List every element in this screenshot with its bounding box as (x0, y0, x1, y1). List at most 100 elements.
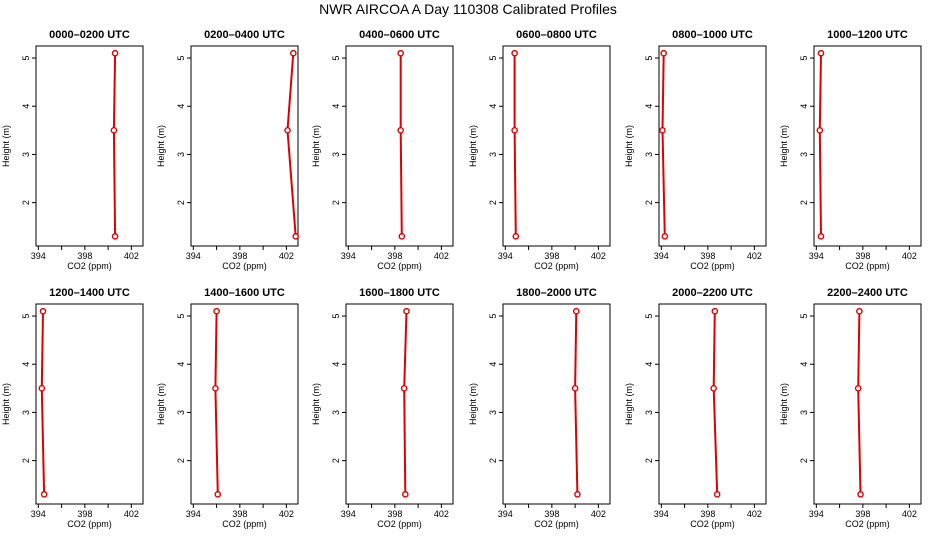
plot-frame (813, 45, 922, 247)
profile-line (818, 53, 822, 237)
x-tick-label: 398 (544, 251, 559, 261)
y-tick-label: 3 (488, 152, 498, 157)
x-tick-label: 394 (341, 251, 356, 261)
y-tick-label: 5 (331, 56, 341, 61)
panel-title: 2200–2400 UTC (827, 287, 908, 299)
profile-point (817, 49, 825, 57)
panel-title: 2000–2200 UTC (672, 287, 753, 299)
profile-point (710, 385, 717, 392)
y-tick-label: 5 (488, 56, 498, 61)
y-axis-label: Height (m) (1, 383, 11, 425)
y-tick-label: 3 (644, 152, 654, 157)
profile-panel: 1200–1400 UTC 394 398 402 CO2 (ppm) 2 3 4 5 Heigh… (1, 287, 144, 529)
profile-line (214, 311, 219, 495)
plot-frame (813, 303, 922, 505)
profile-point (571, 385, 579, 392)
profile-point (511, 127, 518, 134)
y-tick-label: 3 (331, 410, 341, 415)
y-tick-label: 3 (176, 152, 186, 157)
y-axis-label: Height (m) (311, 125, 321, 167)
x-tick-label: 402 (434, 251, 449, 261)
profile-point (214, 491, 222, 498)
profile-point (713, 491, 721, 498)
y-tick-label: 3 (21, 410, 31, 415)
profile-panel: 1400–1600 UTC 394 398 402 CO2 (ppm) 2 3 4 5 Heigh… (156, 287, 299, 529)
x-axis-label: CO2 (ppm) (67, 519, 112, 529)
x-tick-label: 402 (279, 509, 294, 519)
y-axis-label: Height (m) (779, 383, 789, 425)
profile-point (292, 233, 299, 240)
y-tick-label: 2 (488, 200, 498, 205)
y-tick-label: 4 (488, 104, 498, 109)
y-tick-label: 5 (21, 314, 31, 319)
profile-point (817, 233, 825, 240)
plot-frame (502, 303, 611, 505)
profile-point (856, 307, 863, 315)
profile-panel: 1000–1200 UTC 394 398 402 CO2 (ppm) 2 3 4 5 Heigh… (779, 29, 922, 271)
profile-panel: 0800–1000 UTC 394 398 402 CO2 (ppm) 2 3 4 5 Heigh… (624, 29, 767, 271)
profile-point (213, 307, 220, 315)
y-tick-label: 2 (176, 200, 186, 205)
x-tick-label: 402 (747, 509, 762, 519)
profile-point (511, 49, 518, 57)
x-axis-label: CO2 (ppm) (222, 261, 267, 271)
y-tick-label: 4 (799, 362, 809, 367)
x-tick-label: 398 (387, 509, 402, 519)
y-tick-label: 5 (21, 56, 31, 61)
y-axis-label: Height (m) (156, 125, 166, 167)
x-axis-label: CO2 (ppm) (377, 519, 422, 529)
x-axis-label: CO2 (ppm) (534, 519, 579, 529)
x-tick-label: 394 (654, 509, 669, 519)
y-axis-label: Height (m) (156, 383, 166, 425)
y-tick-label: 4 (21, 362, 31, 367)
y-tick-label: 2 (331, 200, 341, 205)
x-tick-label: 398 (700, 509, 715, 519)
y-tick-label: 4 (488, 362, 498, 367)
profile-point (111, 49, 119, 57)
x-tick-label: 402 (279, 251, 294, 261)
x-tick-label: 394 (809, 251, 824, 261)
profile-point (403, 307, 410, 315)
y-tick-label: 2 (331, 458, 341, 463)
y-tick-label: 2 (21, 458, 31, 463)
profile-point (38, 385, 46, 392)
y-axis-label: Height (m) (779, 125, 789, 167)
profile-point (111, 233, 119, 240)
panel-title: 1600–1800 UTC (359, 287, 440, 299)
profile-point (40, 491, 48, 498)
x-axis-label: CO2 (ppm) (845, 519, 890, 529)
x-tick-label: 394 (654, 251, 669, 261)
x-tick-label: 398 (77, 509, 92, 519)
x-tick-label: 402 (747, 251, 762, 261)
y-tick-label: 5 (799, 314, 809, 319)
y-tick-label: 5 (176, 56, 186, 61)
y-tick-label: 3 (21, 152, 31, 157)
y-tick-label: 3 (331, 152, 341, 157)
x-tick-label: 398 (232, 251, 247, 261)
plot-frame (658, 303, 767, 505)
x-tick-label: 398 (855, 251, 870, 261)
x-tick-label: 398 (232, 509, 247, 519)
profile-point (39, 307, 47, 315)
profile-line (399, 53, 403, 237)
y-axis-label: Height (m) (624, 125, 634, 167)
y-tick-label: 5 (644, 56, 654, 61)
profile-panel: 0600–0800 UTC 394 398 402 CO2 (ppm) 2 3 4 5 Heigh… (468, 29, 611, 271)
x-tick-label: 394 (498, 509, 513, 519)
plot-frame (345, 45, 454, 247)
x-tick-label: 398 (77, 251, 92, 261)
profile-point (854, 385, 862, 392)
profile-point (290, 49, 297, 57)
y-axis-label: Height (m) (311, 383, 321, 425)
y-tick-label: 2 (799, 200, 809, 205)
profile-point (284, 127, 291, 134)
panel-title: 1400–1600 UTC (204, 287, 285, 299)
profile-point (397, 127, 404, 134)
plot-frame (658, 45, 767, 247)
profile-point (857, 491, 864, 498)
y-tick-label: 4 (176, 104, 186, 109)
profile-line (40, 311, 46, 495)
x-axis-label: CO2 (ppm) (67, 261, 112, 271)
x-axis-label: CO2 (ppm) (690, 519, 735, 529)
figure-title: NWR AIRCOA A Day 110308 Calibrated Profi… (319, 1, 617, 17)
